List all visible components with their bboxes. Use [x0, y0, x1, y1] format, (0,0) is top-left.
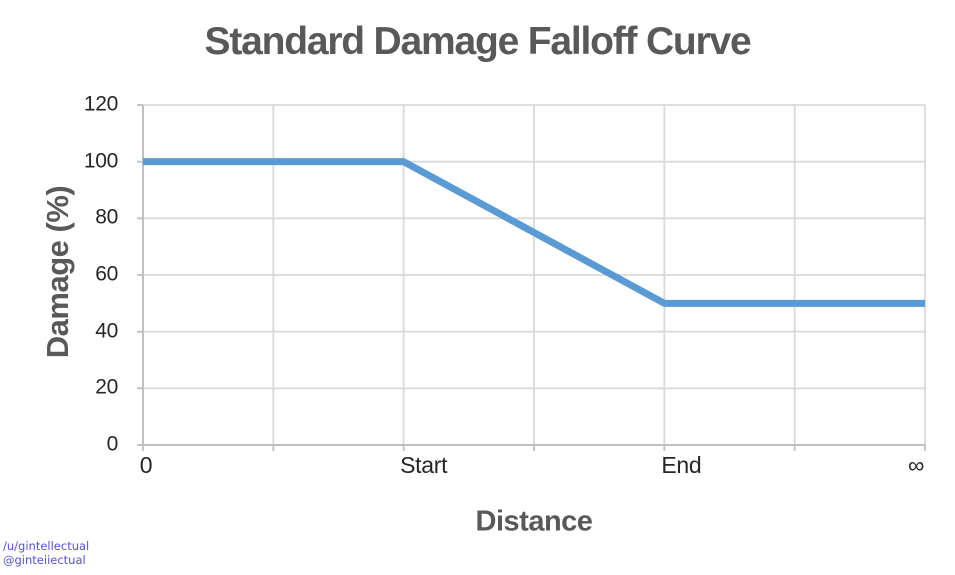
y-axis-tick-label: 20: [95, 375, 118, 399]
watermark: /u/gintellectual @ginteiiectual: [3, 539, 90, 567]
y-axis-tick-label: 120: [83, 92, 118, 116]
x-axis-tick-label: End: [661, 452, 702, 478]
y-axis-tick-label: 60: [95, 262, 118, 286]
damage-series: [143, 158, 925, 307]
y-axis-tick-label: 100: [83, 149, 118, 173]
damage-series-line: [143, 158, 925, 307]
x-axis-tick-label: Start: [400, 452, 448, 478]
y-axis-tick-label: 0: [106, 432, 119, 456]
chart-title: Standard Damage Falloff Curve: [204, 20, 752, 63]
watermark-twitter-handle: @ginteiiectual: [3, 552, 86, 567]
y-axis-tick-label: 80: [95, 205, 118, 229]
watermark-reddit-handle: /u/gintellectual: [3, 539, 90, 553]
x-axis-tick-label: ∞: [907, 452, 925, 478]
x-axis-title: Distance: [475, 505, 593, 538]
x-axis-tick-label: 0: [139, 452, 153, 478]
y-axis-tick-label: 40: [95, 319, 118, 343]
